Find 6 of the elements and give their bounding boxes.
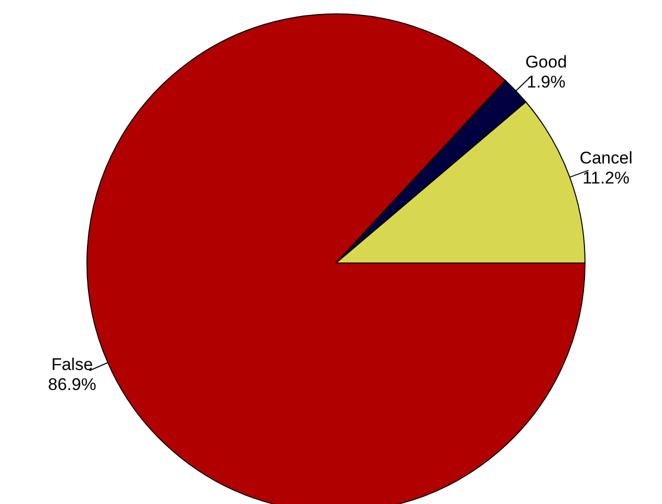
data-label: 11.2% xyxy=(582,168,630,188)
data-label: 1.9% xyxy=(526,72,566,92)
slice-label: Good xyxy=(525,52,567,72)
slice-label: False xyxy=(51,354,93,374)
data-label: 86.9% xyxy=(48,374,96,394)
slice-label: Cancel xyxy=(580,148,632,168)
